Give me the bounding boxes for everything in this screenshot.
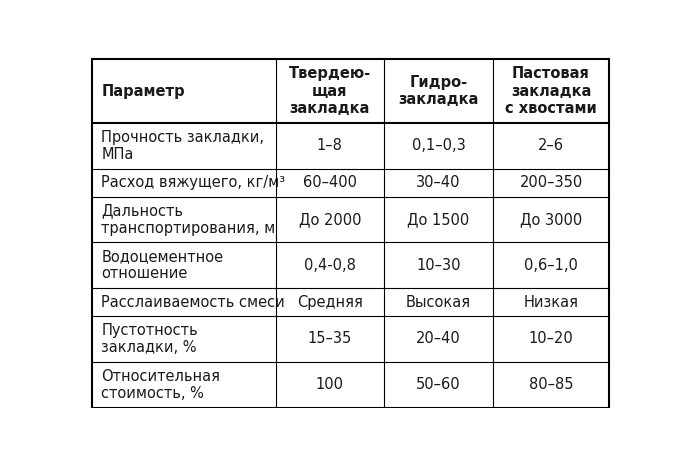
Bar [92, 59, 276, 123]
Text: Дальность
транспортирования, м: Дальность транспортирования, м [101, 203, 276, 236]
Text: 200–350: 200–350 [519, 175, 583, 190]
Text: Пустотность
закладки, %: Пустотность закладки, % [101, 323, 198, 355]
Bar [493, 169, 609, 196]
Text: Относительная
стоимость, %: Относительная стоимость, % [101, 369, 220, 401]
Bar [92, 242, 276, 288]
Bar [493, 123, 609, 169]
Bar [276, 196, 384, 242]
Bar [493, 316, 609, 362]
Text: Водоцементное
отношение: Водоцементное отношение [101, 249, 224, 282]
Text: 0,1–0,3: 0,1–0,3 [412, 138, 465, 153]
Bar [493, 362, 609, 408]
Text: Параметр: Параметр [101, 83, 185, 98]
Bar [384, 242, 493, 288]
Bar [276, 169, 384, 196]
Text: 0,4-0,8: 0,4-0,8 [304, 258, 356, 273]
Bar [92, 123, 276, 169]
Bar [276, 316, 384, 362]
Text: 50–60: 50–60 [416, 377, 461, 392]
Bar [384, 288, 493, 316]
Text: 60–400: 60–400 [303, 175, 357, 190]
Text: Твердею-
щая
закладка: Твердею- щая закладка [289, 66, 371, 116]
Text: 100: 100 [316, 377, 344, 392]
Bar [493, 288, 609, 316]
Text: 80–85: 80–85 [529, 377, 573, 392]
Bar [92, 288, 276, 316]
Bar [92, 362, 276, 408]
Bar [276, 123, 384, 169]
Text: Пастовая
закладка
с хвостами: Пастовая закладка с хвостами [505, 66, 597, 116]
Text: Расслаиваемость смеси: Расслаиваемость смеси [101, 294, 285, 310]
Text: Низкая: Низкая [523, 294, 579, 310]
Bar [493, 196, 609, 242]
Bar [493, 242, 609, 288]
Bar [384, 169, 493, 196]
Bar [384, 196, 493, 242]
Text: До 2000: До 2000 [299, 212, 361, 227]
Text: 10–30: 10–30 [417, 258, 461, 273]
Bar [92, 196, 276, 242]
Bar [276, 59, 384, 123]
Bar [384, 123, 493, 169]
Text: 30–40: 30–40 [417, 175, 461, 190]
Bar [493, 59, 609, 123]
Bar [384, 59, 493, 123]
Text: 20–40: 20–40 [416, 332, 461, 346]
Bar [384, 362, 493, 408]
Bar [384, 316, 493, 362]
Bar [276, 288, 384, 316]
Bar [276, 362, 384, 408]
Text: Прочность закладки,
МПа: Прочность закладки, МПа [101, 130, 265, 162]
Text: 10–20: 10–20 [529, 332, 573, 346]
Bar [92, 316, 276, 362]
Text: 0,6–1,0: 0,6–1,0 [524, 258, 578, 273]
Text: До 1500: До 1500 [408, 212, 470, 227]
Text: Расход вяжущего, кг/м³: Расход вяжущего, кг/м³ [101, 175, 285, 190]
Text: 1–8: 1–8 [317, 138, 343, 153]
Text: Гидро-
закладка: Гидро- закладка [398, 75, 479, 107]
Text: Средняя: Средняя [297, 294, 363, 310]
Text: Высокая: Высокая [406, 294, 471, 310]
Text: До 3000: До 3000 [520, 212, 582, 227]
Text: 15–35: 15–35 [308, 332, 352, 346]
Text: 2–6: 2–6 [538, 138, 564, 153]
Bar [92, 169, 276, 196]
Bar [276, 242, 384, 288]
